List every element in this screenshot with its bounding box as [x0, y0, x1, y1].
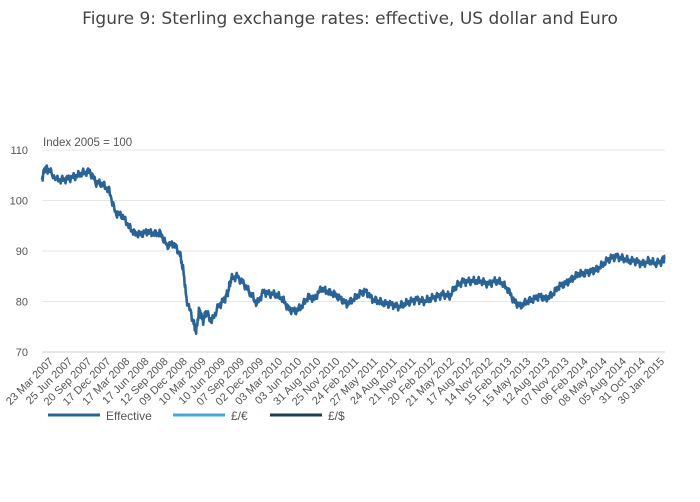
chart-title: Figure 9: Sterling exchange rates: effec… [82, 9, 618, 29]
y-tick-label: 110 [10, 145, 28, 157]
y-tick-label: 80 [16, 297, 28, 309]
y-tick-labels: 70 80 90 100 110 [10, 145, 28, 359]
y-tick-label: 90 [16, 246, 28, 258]
legend: Effective £/€ £/$ [48, 409, 345, 423]
y-axis-label: Index 2005 = 100 [43, 137, 132, 149]
series-line-effective [40, 164, 666, 335]
legend-label: Effective [106, 409, 152, 423]
legend-label: £/€ [231, 409, 248, 423]
legend-label: £/$ [328, 409, 345, 423]
y-tick-label: 100 [10, 196, 28, 208]
gridlines [42, 149, 665, 353]
series-lines [40, 164, 666, 335]
y-tick-label: 70 [16, 347, 28, 359]
